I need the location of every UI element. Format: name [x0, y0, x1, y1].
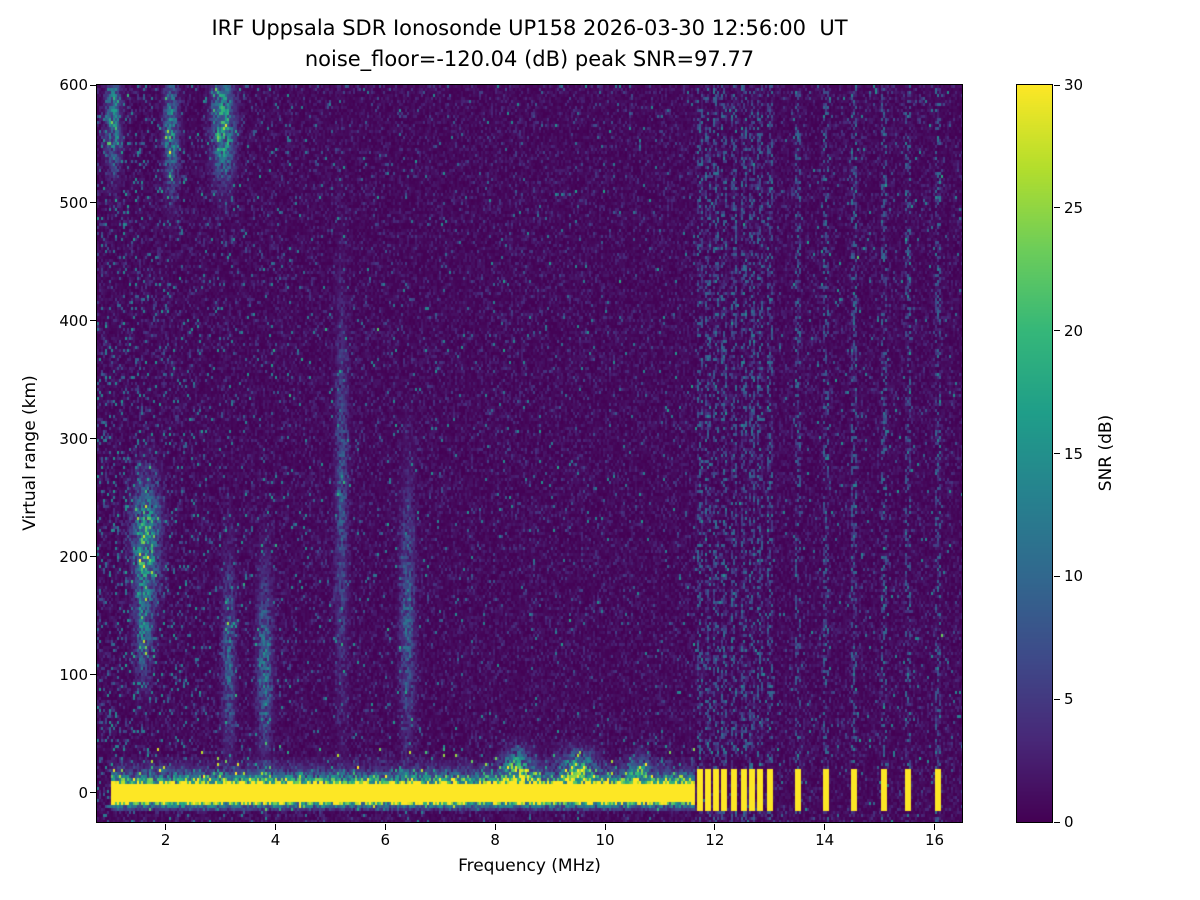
y-tick-mark: [90, 202, 96, 204]
y-tick-mark: [90, 84, 96, 86]
y-tick-mark: [90, 556, 96, 558]
x-tick-label: 14: [815, 831, 835, 849]
colorbar-label: SNR (dB): [1096, 414, 1116, 492]
y-axis-label: Virtual range (km): [20, 375, 40, 531]
chart-title: IRF Uppsala SDR Ionosonde UP158 2026-03-…: [211, 16, 848, 40]
x-axis-label: Frequency (MHz): [458, 856, 601, 876]
x-tick-mark: [714, 824, 716, 830]
colorbar-tick-label: 10: [1064, 567, 1084, 586]
colorbar-tick-mark: [1054, 821, 1060, 823]
x-tick-mark: [604, 824, 606, 830]
y-tick-mark: [90, 792, 96, 794]
x-tick-label: 10: [595, 831, 615, 849]
y-tick-label: 300: [59, 429, 88, 448]
x-tick-label: 4: [270, 831, 281, 849]
colorbar-tick-mark: [1054, 84, 1060, 86]
x-tick-label: 6: [380, 831, 391, 849]
x-tick-mark: [274, 824, 276, 830]
y-tick-mark: [90, 674, 96, 676]
colorbar-tick-label: 30: [1064, 76, 1084, 94]
y-tick-label: 400: [59, 311, 88, 330]
x-tick-label: 8: [490, 831, 500, 849]
colorbar-canvas: [1017, 85, 1052, 822]
heatmap-canvas: [97, 85, 962, 822]
y-tick-mark: [90, 438, 96, 440]
x-tick-mark: [165, 824, 167, 830]
colorbar-tick-mark: [1054, 575, 1060, 577]
y-tick-label: 200: [59, 547, 88, 566]
colorbar-tick-label: 0: [1064, 813, 1074, 831]
x-tick-label: 16: [924, 831, 945, 849]
colorbar-tick-mark: [1054, 698, 1060, 700]
y-tick-label: 0: [78, 783, 88, 802]
x-tick-mark: [934, 824, 936, 830]
x-tick-mark: [494, 824, 496, 830]
colorbar-tick-label: 20: [1064, 321, 1084, 340]
y-tick-label: 500: [59, 193, 88, 212]
chart-subtitle: noise_floor=-120.04 (dB) peak SNR=97.77: [304, 47, 755, 71]
colorbar-tick-label: 5: [1064, 690, 1074, 709]
colorbar-tick-label: 15: [1064, 444, 1084, 463]
colorbar: [1016, 84, 1053, 823]
colorbar-tick-mark: [1054, 453, 1060, 454]
y-tick-label: 100: [59, 665, 88, 684]
x-tick-mark: [384, 824, 386, 830]
y-tick-label: 600: [59, 76, 88, 94]
x-tick-label: 12: [705, 831, 725, 849]
plot-area: [96, 84, 963, 823]
y-tick-mark: [90, 320, 96, 322]
x-tick-label: 2: [160, 831, 171, 849]
colorbar-tick-mark: [1054, 330, 1060, 332]
colorbar-tick-label: 25: [1064, 198, 1084, 217]
x-tick-mark: [824, 824, 826, 830]
colorbar-tick-mark: [1054, 207, 1060, 209]
